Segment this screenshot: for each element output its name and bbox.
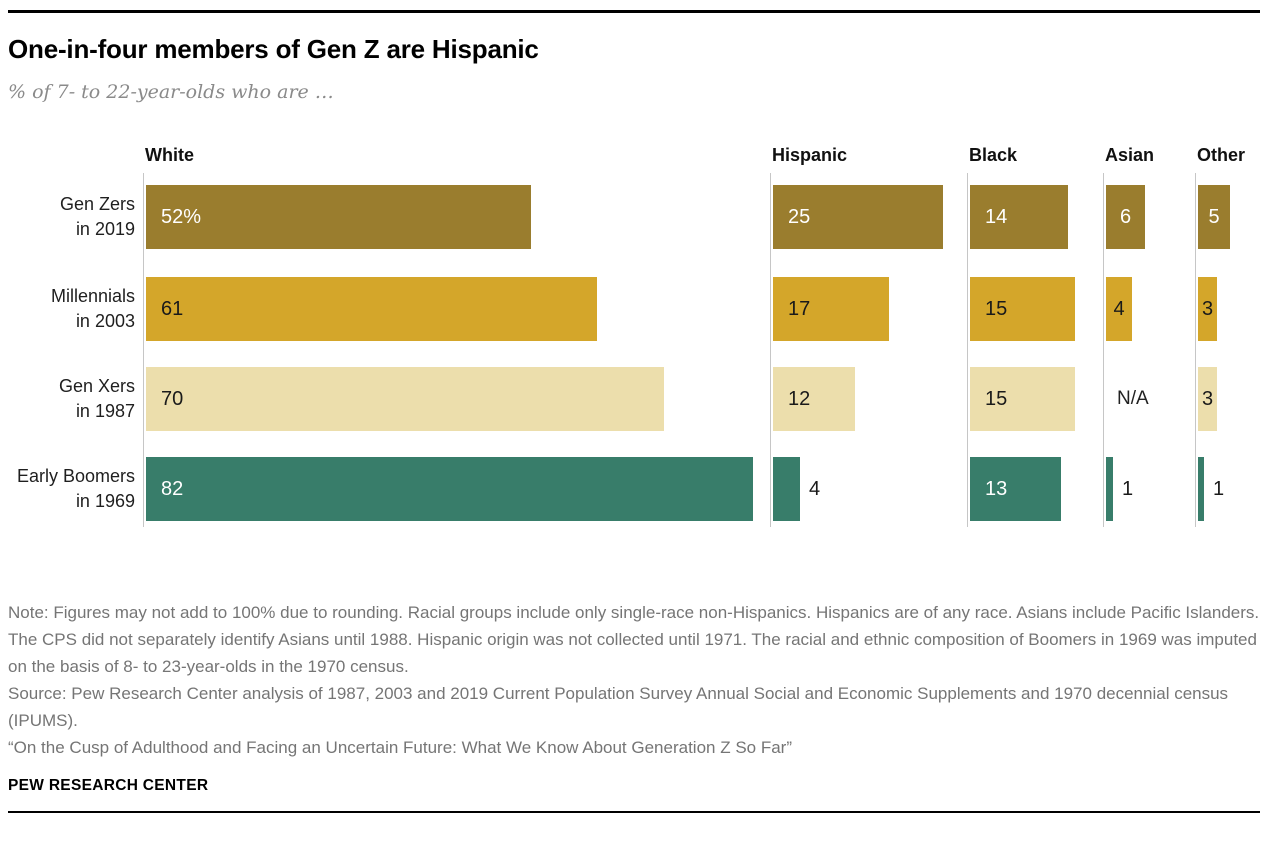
source-text: Source: Pew Research Center analysis of … [8, 684, 1229, 730]
bar-gen-zers-in-2019-black [970, 185, 1068, 249]
bar-value-label-millennials-in-2003-black: 15 [985, 298, 1008, 320]
bar-gen-zers-in-2019-asian [1106, 185, 1145, 249]
top-rule [8, 10, 1260, 13]
bar-value-label-early-boomers-in-1969-white: 82 [161, 478, 184, 500]
bar-value-label-gen-zers-in-2019-white: 52% [161, 206, 202, 228]
bar-millennials-in-2003-other [1198, 277, 1217, 341]
bar-millennials-in-2003-asian [1106, 277, 1132, 341]
row-label-early-boomers-in-1969: Early Boomers in 1969 [16, 466, 135, 511]
brand-footer: PEW RESEARCH CENTER [8, 777, 209, 794]
bar-value-label-early-boomers-in-1969-hispanic: 4 [809, 478, 821, 500]
bar-early-boomers-in-1969-asian [1106, 457, 1113, 521]
bar-value-label-gen-xers-in-1987-hispanic: 12 [788, 388, 811, 410]
column-header-hispanic: Hispanic [772, 145, 848, 165]
bar-value-label-gen-xers-in-1987-other: 3 [1201, 388, 1214, 410]
column-header-other: Other [1197, 145, 1246, 165]
axis-line-white [143, 173, 144, 527]
bar-gen-zers-in-2019-other [1198, 185, 1230, 249]
bar-early-boomers-in-1969-other [1198, 457, 1204, 521]
bar-millennials-in-2003-white [146, 277, 597, 341]
report-title-text: “On the Cusp of Adulthood and Facing an … [8, 738, 793, 757]
bar-value-label-gen-zers-in-2019-black: 14 [985, 206, 1008, 228]
bar-value-label-gen-xers-in-1987-white: 70 [161, 388, 184, 410]
bar-gen-xers-in-1987-hispanic [773, 367, 855, 431]
bar-value-label-gen-zers-in-2019-asian: 6 [1119, 206, 1132, 228]
axis-line-other [1195, 173, 1196, 527]
bar-value-label-early-boomers-in-1969-other: 1 [1213, 478, 1225, 500]
bar-gen-xers-in-1987-white [146, 367, 664, 431]
note-text: Note: Figures may not add to 100% due to… [8, 603, 1260, 676]
row-label-gen-zers-in-2019: Gen Zers in 2019 [59, 194, 135, 239]
bar-gen-zers-in-2019-hispanic [773, 185, 943, 249]
report-figure: One-in-four members of Gen Z are Hispani… [0, 10, 1268, 813]
bar-value-label-millennials-in-2003-asian: 4 [1113, 298, 1125, 320]
axis-line-black [967, 173, 968, 527]
bar-gen-xers-in-1987-other [1198, 367, 1217, 431]
bar-value-label-early-boomers-in-1969-asian: 1 [1122, 478, 1134, 500]
bar-value-label-early-boomers-in-1969-black: 13 [985, 478, 1008, 500]
bar-gen-zers-in-2019-white [146, 185, 531, 249]
bar-millennials-in-2003-hispanic [773, 277, 889, 341]
bar-value-label-gen-xers-in-1987-black: 15 [985, 388, 1008, 410]
footer-notes: Note: Figures may not add to 100% due to… [8, 599, 1260, 761]
bar-early-boomers-in-1969-hispanic [773, 457, 800, 521]
axis-line-asian [1103, 173, 1104, 527]
axis-line-hispanic [770, 173, 771, 527]
row-label-gen-xers-in-1987: Gen Xers in 1987 [58, 376, 135, 421]
column-header-white: White [145, 145, 194, 165]
bar-gen-xers-in-1987-black [970, 367, 1075, 431]
bar-chart: White Hispanic Black Asian Other Gen Zers in 2… [8, 137, 1260, 579]
bar-millennials-in-2003-black [970, 277, 1075, 341]
row-label-millennials-in-2003: Millennials in 2003 [50, 286, 135, 331]
bar-value-label-millennials-in-2003-other: 3 [1201, 298, 1214, 320]
bar-value-label-gen-zers-in-2019-other: 5 [1208, 206, 1220, 228]
bar-value-label-millennials-in-2003-white: 61 [161, 298, 184, 320]
bar-early-boomers-in-1969-white [146, 457, 753, 521]
bar-early-boomers-in-1969-black [970, 457, 1061, 521]
na-value-label-gen-xers-in-1987-asian: N/A [1117, 388, 1149, 409]
column-header-asian: Asian [1105, 145, 1155, 165]
bar-value-label-millennials-in-2003-hispanic: 17 [788, 298, 811, 320]
column-header-black: Black [969, 145, 1018, 165]
bottom-rule [8, 811, 1260, 813]
chart-subtitle: % of 7- to 22-year-olds who are … [8, 81, 334, 103]
bar-value-label-gen-zers-in-2019-hispanic: 25 [788, 206, 811, 228]
chart-title: One-in-four members of Gen Z are Hispani… [8, 34, 539, 64]
